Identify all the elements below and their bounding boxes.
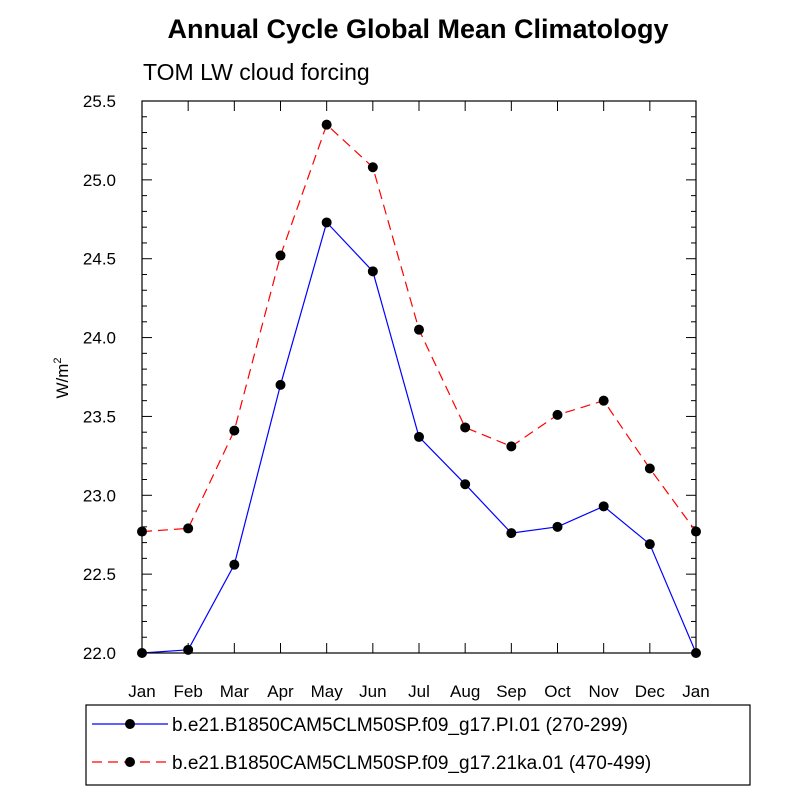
data-point [598,501,609,512]
x-tick-label: May [311,682,344,701]
data-point [414,324,424,335]
y-axis-label: W/m2 [52,357,72,398]
legend-label: b.e21.B1850CAM5CLM50SP.f09_g17.21ka.01 (… [172,753,651,774]
series-layer [137,119,701,658]
x-tick-label: Sep [496,682,526,701]
data-point [460,422,471,433]
y-tick-label: 23.0 [83,486,116,505]
y-tick-label: 25.0 [83,171,116,190]
data-point [321,217,332,228]
data-point [183,644,194,655]
data-point [552,521,563,532]
legend-items: b.e21.B1850CAM5CLM50SP.f09_g17.PI.01 (27… [92,715,651,774]
y-tick-labels: 22.0 22.5 23.0 23.5 24.0 24.5 25.0 25.5 [83,92,116,663]
x-tick-label: Aug [450,682,480,701]
legend: b.e21.B1850CAM5CLM50SP.f09_g17.PI.01 (27… [85,704,751,786]
svg-text:W/m2: W/m2 [52,357,72,398]
data-point [183,523,194,534]
x-tick-label: Jul [408,682,430,701]
y-axis-label-text: W/m [53,364,72,399]
y-tick-label: 24.5 [83,250,116,269]
y-tick-label: 24.0 [83,329,116,348]
x-tick-label: Feb [174,682,203,701]
legend-item: b.e21.B1850CAM5CLM50SP.f09_g17.21ka.01 (… [92,753,651,774]
data-point [321,119,332,130]
data-point [644,463,655,474]
data-point [644,539,655,550]
chart-title: Annual Cycle Global Mean Climatology [167,14,668,44]
data-point [367,162,378,173]
data-point [275,250,286,261]
x-tick-label: Oct [544,682,571,701]
y-tick-label: 25.5 [83,92,116,111]
x-tick-label: Dec [635,682,666,701]
legend-box [85,704,751,786]
legend-item: b.e21.B1850CAM5CLM50SP.f09_g17.PI.01 (27… [92,715,628,736]
axis-ticks [141,100,697,654]
data-point [598,395,609,406]
data-point [506,528,517,539]
plot-frame [141,100,697,654]
y-tick-label: 22.5 [83,565,116,584]
y-tick-label: 23.5 [83,407,116,426]
y-tick-label: 22.0 [83,644,116,663]
data-point [460,479,471,490]
chart-subtitle: TOM LW cloud forcing [143,59,370,85]
data-point [275,379,286,390]
legend-marker [125,719,135,729]
data-point [229,559,240,570]
legend-label: b.e21.B1850CAM5CLM50SP.f09_g17.PI.01 (27… [172,715,628,736]
x-tick-label: Jun [359,682,386,701]
x-tick-label: Apr [267,682,294,701]
x-tick-label: Nov [589,682,620,701]
x-tick-labels: Jan Feb Mar Apr May Jun Jul Aug Sep Oct Nov Dec Jan [128,682,709,701]
data-point [414,431,424,442]
data-point [506,441,517,452]
legend-marker [125,757,135,767]
x-tick-label: Mar [220,682,250,701]
data-point [367,266,378,277]
y-axis-label-superscript: 2 [52,357,64,363]
series-2 [137,119,701,537]
x-tick-label: Jan [128,682,155,701]
data-point [552,409,563,420]
x-tick-label: Jan [682,682,709,701]
series-1 [137,217,701,658]
data-point [229,425,240,436]
